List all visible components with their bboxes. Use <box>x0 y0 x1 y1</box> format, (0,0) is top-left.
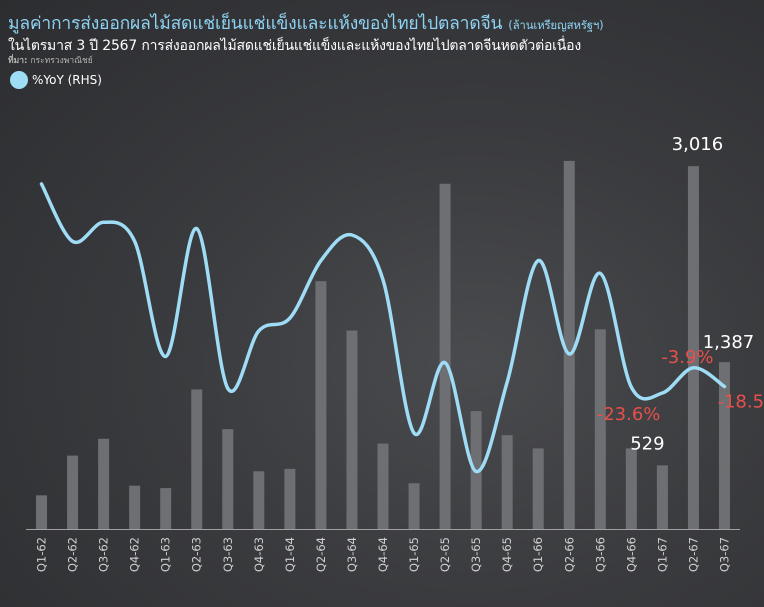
bar-Q4-63 <box>253 471 265 529</box>
x-tick-label: Q3-63 <box>221 537 235 572</box>
x-tick-label: Q3-64 <box>345 537 359 572</box>
x-tick-label: Q3-65 <box>469 537 483 572</box>
x-tick-label: Q2-62 <box>66 537 80 572</box>
x-tick-label: Q2-65 <box>438 537 452 572</box>
x-tick-label: Q1-66 <box>531 537 545 572</box>
line-data-label: -3.9% <box>661 347 713 368</box>
x-tick-label: Q1-67 <box>655 537 669 572</box>
legend-swatch <box>10 71 28 89</box>
bar-Q2-64 <box>315 281 327 529</box>
chart-subtitle: ในไตรมาส 3 ปี 2567 การส่งออกผลไม้สดแช่เย… <box>8 38 581 54</box>
yoy-series-line <box>39 182 727 474</box>
source-label: ที่มา: <box>8 56 28 66</box>
bar-Q2-65 <box>439 183 451 529</box>
legend-label: %YoY (RHS) <box>32 73 102 87</box>
x-tick-label: Q2-67 <box>686 537 700 572</box>
bar-Q2-66 <box>563 160 575 529</box>
bar-data-label: 1,387 <box>703 332 755 353</box>
bar-Q4-64 <box>377 443 389 529</box>
bar-data-label: 3,016 <box>672 134 724 155</box>
bar-Q1-62 <box>36 495 48 529</box>
x-tick-label: Q1-63 <box>159 537 173 572</box>
x-tick-label: Q4-66 <box>624 537 638 572</box>
x-tick-label: Q3-62 <box>97 537 111 572</box>
bar-Q4-65 <box>501 435 513 529</box>
data-labels: 3,016 1,387 529 -23.6% -3.9% -18.5% <box>597 134 764 454</box>
x-tick-label: Q3-66 <box>593 537 607 572</box>
bar-data-label: 529 <box>630 433 664 454</box>
x-tick-label: Q2-66 <box>562 537 576 572</box>
x-tick-label: Q1-65 <box>407 537 421 572</box>
bar-Q1-67 <box>656 465 668 529</box>
bar-Q3-63 <box>222 429 234 529</box>
chart-title: มูลค่าการส่งออกผลไม้สดแช่เย็นแช่แข็งและแ… <box>8 9 604 37</box>
x-tick-label: Q2-64 <box>314 537 328 572</box>
x-tick-label: Q4-65 <box>500 537 514 572</box>
source-note: ที่มา: กระทรวงพาณิชย์ <box>8 53 93 67</box>
chart-title-text: มูลค่าการส่งออกผลไม้สดแช่เย็นแช่แข็งและแ… <box>8 14 503 34</box>
x-tick-label: Q4-63 <box>252 537 266 572</box>
line-data-label: -23.6% <box>597 404 661 425</box>
bar-Q3-66 <box>594 329 606 529</box>
bar-Q2-62 <box>67 455 79 529</box>
bar-Q3-62 <box>98 438 110 529</box>
legend: %YoY (RHS) <box>10 71 102 89</box>
bar-Q3-67 <box>718 362 730 529</box>
x-tick-label: Q2-63 <box>190 537 204 572</box>
bar-Q1-66 <box>532 448 544 529</box>
x-tick-label: Q3-67 <box>717 537 731 572</box>
bar-Q1-64 <box>284 468 296 529</box>
x-tick-label: Q1-64 <box>283 537 297 572</box>
x-tick-label: Q1-62 <box>35 537 49 572</box>
bar-Q3-64 <box>346 330 358 529</box>
bar-Q2-67 <box>687 166 699 530</box>
bar-Q2-63 <box>191 389 203 529</box>
x-tick-label: Q4-62 <box>128 537 142 572</box>
x-tick-label: Q4-64 <box>376 537 390 572</box>
bar-layer <box>36 160 730 530</box>
bar-Q1-65 <box>408 483 420 529</box>
chart-unit: (ล้านเหรียญสหรัฐฯ) <box>508 18 604 32</box>
source-text: กระทรวงพาณิชย์ <box>30 56 93 66</box>
line-data-label: -18.5% <box>717 391 764 412</box>
bar-Q4-66 <box>625 448 637 529</box>
bar-Q4-62 <box>129 485 141 529</box>
x-tick-labels: Q1-62 Q2-62 Q3-62 Q4-62 Q1-63 Q2-63 Q3-63 Q4-63… <box>35 537 732 572</box>
bar-Q1-63 <box>160 488 172 529</box>
